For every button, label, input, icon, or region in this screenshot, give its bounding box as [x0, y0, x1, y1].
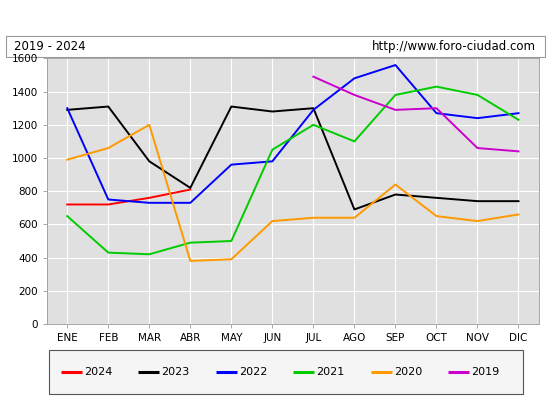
Text: 2020: 2020 — [394, 367, 422, 377]
Text: Evolucion Nº Turistas Nacionales en el municipio de Torrefarrera: Evolucion Nº Turistas Nacionales en el m… — [23, 11, 527, 25]
Text: 2022: 2022 — [239, 367, 267, 377]
Text: 2024: 2024 — [84, 367, 112, 377]
Text: 2019: 2019 — [471, 367, 499, 377]
Text: 2023: 2023 — [162, 367, 190, 377]
Text: 2021: 2021 — [316, 367, 345, 377]
Text: 2019 - 2024: 2019 - 2024 — [14, 40, 85, 53]
Text: http://www.foro-ciudad.com: http://www.foro-ciudad.com — [372, 40, 536, 53]
